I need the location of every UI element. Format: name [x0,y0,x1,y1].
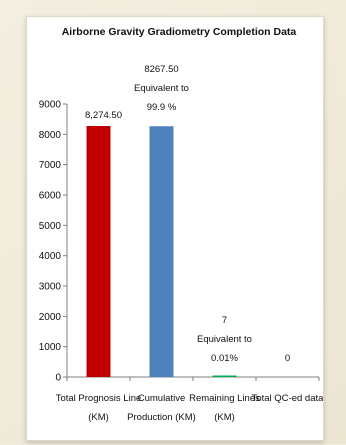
y-tick-label: 2000 [39,312,62,323]
y-tick-label: 3000 [39,282,62,293]
data-label-line: 99.9 % [147,102,177,113]
data-label: 8,274.50 [85,110,122,121]
chart-title: Airborne Gravity Gradiometry Completion … [62,26,297,38]
x-tick-label-line: (KM) [214,412,235,423]
x-tick-label: Total QC-ed data [252,393,323,404]
data-label-line: 0 [285,353,290,364]
x-tick-label-line: Cumulative [138,393,186,404]
y-tick-label: 6000 [39,191,62,202]
data-labels: 8,274.50 8267.50 Equivalent to 99.9 % 7 Equiv… [85,64,290,364]
data-label: 7 Equivalent to 0.01% [197,315,252,364]
data-label-line: Equivalent to [197,334,252,345]
bar [149,126,174,377]
y-tick-label: 4000 [39,251,62,262]
x-tick-label: Remaining Lines (KM) [189,393,260,423]
bar [86,126,111,377]
chart-card: Airborne Gravity Gradiometry Completion … [26,16,324,441]
y-tick-label: 7000 [39,160,62,171]
data-label-line: Equivalent to [134,83,189,94]
x-tick-label: Cumulative Production (KM) [127,393,196,423]
bar-chart: Airborne Gravity Gradiometry Completion … [39,26,324,423]
data-label-line: 8,274.50 [85,110,122,121]
bar [212,375,237,377]
x-tick-label-line: Remaining Lines [189,393,260,404]
data-label: 0 [285,353,290,364]
x-tick-label-line: (KM) [88,412,109,423]
bars [86,126,237,377]
y-axis: 0 1000 2000 3000 4000 5000 6000 7000 8000 9000 [39,100,68,384]
x-tick-label: Total Prognosis Line (KM) [56,393,142,423]
data-label-line: 7 [222,315,227,326]
data-label-line: 8267.50 [144,64,178,75]
x-tick-label-line: Production (KM) [127,412,196,423]
y-tick-label: 9000 [39,100,62,111]
x-tick-label-line: Total QC-ed data [252,393,323,404]
data-label-line: 0.01% [211,353,238,364]
y-tick-label: 5000 [39,221,62,232]
data-label: 8267.50 Equivalent to 99.9 % [134,64,189,113]
y-tick-label: 8000 [39,130,62,141]
y-tick-label: 0 [55,373,61,384]
x-axis: Total Prognosis Line (KM) Cumulative Produc… [56,376,324,423]
x-tick-label-line: Total Prognosis Line [56,393,142,404]
y-tick-label: 1000 [39,342,62,353]
